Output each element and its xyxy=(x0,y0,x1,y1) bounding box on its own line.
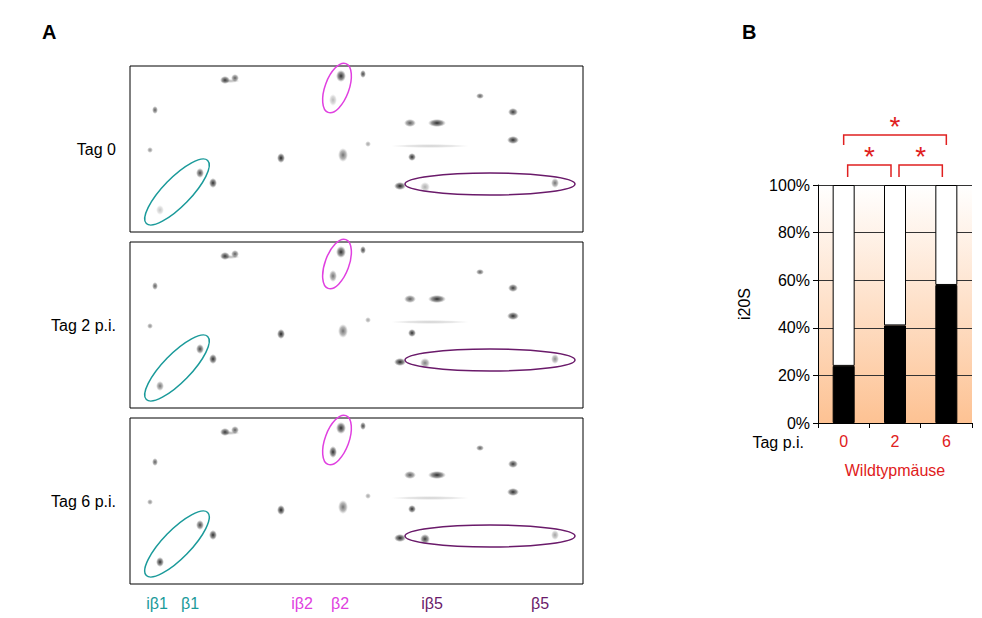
svg-text:60%: 60% xyxy=(778,272,810,289)
svg-text:iβ2: iβ2 xyxy=(291,595,313,612)
svg-text:*: * xyxy=(890,111,901,142)
svg-text:Tag 6 p.i.: Tag 6 p.i. xyxy=(51,493,116,510)
svg-text:iβ5: iβ5 xyxy=(421,595,443,612)
svg-text:2: 2 xyxy=(891,433,900,450)
svg-text:Tag p.i.: Tag p.i. xyxy=(752,434,804,451)
svg-text:80%: 80% xyxy=(778,224,810,241)
svg-text:Tag 2 p.i.: Tag 2 p.i. xyxy=(51,317,116,334)
svg-text:*: * xyxy=(864,141,875,172)
svg-text:40%: 40% xyxy=(778,319,810,336)
svg-text:6: 6 xyxy=(942,433,951,450)
svg-text:0: 0 xyxy=(839,433,848,450)
svg-text:Wildtypmäuse: Wildtypmäuse xyxy=(845,462,946,479)
svg-text:β5: β5 xyxy=(531,595,549,612)
svg-text:20%: 20% xyxy=(778,367,810,384)
svg-text:A: A xyxy=(42,21,56,43)
svg-text:β1: β1 xyxy=(181,595,199,612)
svg-text:B: B xyxy=(742,21,756,43)
svg-text:0%: 0% xyxy=(787,415,810,432)
svg-text:Tag 0: Tag 0 xyxy=(77,141,116,158)
svg-text:100%: 100% xyxy=(769,177,810,194)
svg-text:iβ1: iβ1 xyxy=(146,595,168,612)
svg-text:β2: β2 xyxy=(331,595,349,612)
svg-text:i20S: i20S xyxy=(736,288,753,320)
svg-text:*: * xyxy=(915,141,926,172)
